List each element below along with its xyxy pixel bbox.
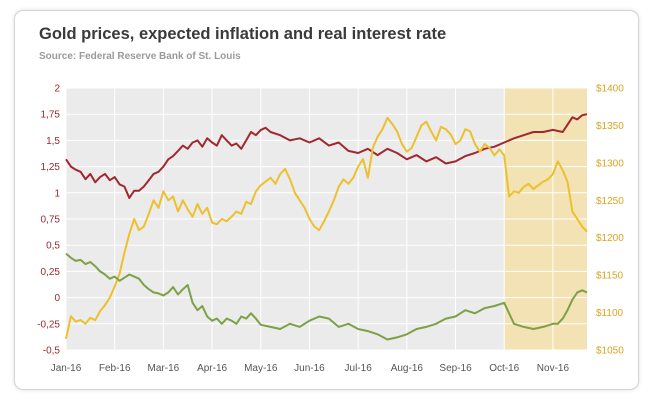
y-axis-right: $1400 $1350 $1300 $1250 $1200 $1150 $1100 $1050 bbox=[596, 84, 624, 357]
x-tick-label: Oct-16 bbox=[489, 363, 519, 374]
x-tick-label: Nov-16 bbox=[537, 363, 570, 374]
y-right-tick-label: $1100 bbox=[596, 308, 624, 319]
x-tick-label: Jan-16 bbox=[51, 363, 82, 374]
x-tick-label: May-16 bbox=[244, 363, 278, 374]
x-axis: Jan-16 Feb-16 Mar-16 Apr-16 May-16 Jun-16 Jul-… bbox=[51, 363, 570, 374]
y-axis-left: 2 1,75 1,5 1,25 1 0,75 0,5 0,25 0 -0,25 -0,5 bbox=[37, 84, 60, 357]
x-tick-label: Apr-16 bbox=[197, 363, 227, 374]
x-tick-label: Jul-16 bbox=[345, 363, 373, 374]
y-left-tick-label: 0,25 bbox=[41, 267, 61, 278]
y-left-tick-label: 0,75 bbox=[41, 215, 61, 226]
series-line-expected_inflation bbox=[65, 113, 588, 199]
x-tick-label: Feb-16 bbox=[99, 363, 131, 374]
series-lines bbox=[65, 113, 588, 341]
y-right-tick-label: $1150 bbox=[596, 271, 624, 282]
y-left-tick-label: 1,5 bbox=[46, 136, 60, 147]
y-left-tick-label: 0,5 bbox=[46, 241, 60, 252]
y-left-tick-label: 1,75 bbox=[41, 110, 61, 121]
y-left-tick-label: -0,25 bbox=[37, 319, 60, 330]
y-right-tick-label: $1300 bbox=[596, 158, 624, 169]
x-tick-label: Sep-16 bbox=[439, 363, 472, 374]
y-right-tick-label: $1200 bbox=[596, 233, 624, 244]
y-right-tick-label: $1050 bbox=[596, 346, 624, 357]
y-right-tick-label: $1250 bbox=[596, 196, 624, 207]
chart-title: Gold prices, expected inflation and real… bbox=[39, 25, 447, 43]
series-line-gold_price bbox=[65, 116, 588, 340]
y-left-tick-label: 1 bbox=[54, 188, 60, 199]
y-right-tick-label: $1400 bbox=[596, 84, 624, 95]
y-left-tick-label: 2 bbox=[54, 84, 60, 95]
y-left-tick-label: 1,25 bbox=[41, 162, 61, 173]
x-tick-label: Jun-16 bbox=[294, 363, 325, 374]
series-line-real_interest_rate bbox=[65, 252, 588, 341]
chart-subtitle: Source: Federal Reserve Bank of St. Loui… bbox=[39, 51, 241, 62]
x-tick-label: Aug-16 bbox=[391, 363, 424, 374]
y-left-tick-label: 0 bbox=[54, 293, 60, 304]
x-tick-label: Mar-16 bbox=[148, 363, 180, 374]
y-right-tick-label: $1350 bbox=[596, 121, 624, 132]
y-left-tick-label: -0,5 bbox=[43, 346, 61, 357]
